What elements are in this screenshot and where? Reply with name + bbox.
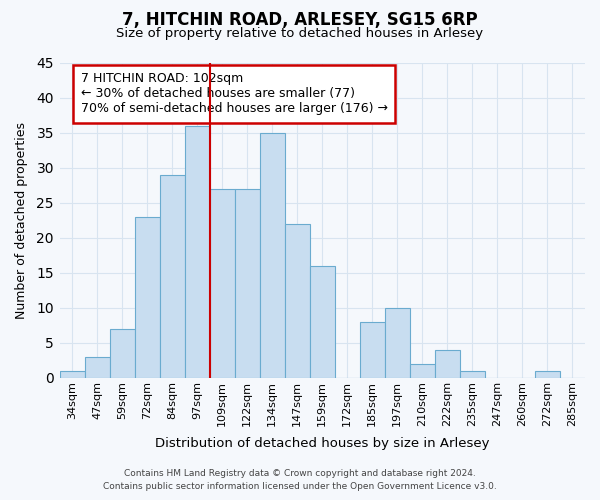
- Text: Contains HM Land Registry data © Crown copyright and database right 2024.
Contai: Contains HM Land Registry data © Crown c…: [103, 470, 497, 491]
- Bar: [235, 189, 260, 378]
- Bar: [59, 371, 85, 378]
- Bar: [460, 371, 485, 378]
- Bar: [134, 217, 160, 378]
- Bar: [385, 308, 410, 378]
- Bar: [185, 126, 209, 378]
- Bar: [435, 350, 460, 378]
- Bar: [285, 224, 310, 378]
- Bar: [85, 357, 110, 378]
- X-axis label: Distribution of detached houses by size in Arlesey: Distribution of detached houses by size …: [155, 437, 490, 450]
- Bar: [209, 189, 235, 378]
- Text: 7 HITCHIN ROAD: 102sqm
← 30% of detached houses are smaller (77)
70% of semi-det: 7 HITCHIN ROAD: 102sqm ← 30% of detached…: [80, 72, 388, 116]
- Bar: [410, 364, 435, 378]
- Bar: [535, 371, 560, 378]
- Bar: [110, 329, 134, 378]
- Text: 7, HITCHIN ROAD, ARLESEY, SG15 6RP: 7, HITCHIN ROAD, ARLESEY, SG15 6RP: [122, 11, 478, 29]
- Y-axis label: Number of detached properties: Number of detached properties: [15, 122, 28, 319]
- Bar: [160, 175, 185, 378]
- Text: Size of property relative to detached houses in Arlesey: Size of property relative to detached ho…: [116, 28, 484, 40]
- Bar: [360, 322, 385, 378]
- Bar: [260, 133, 285, 378]
- Bar: [310, 266, 335, 378]
